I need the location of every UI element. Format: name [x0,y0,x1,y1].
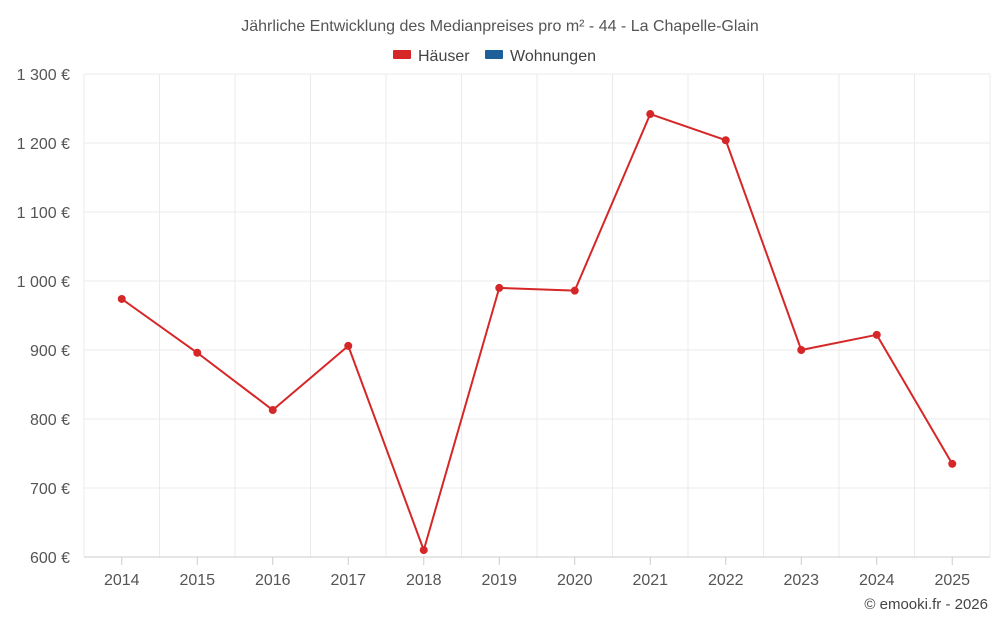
y-tick-label: 1 000 € [17,274,70,291]
series-line-haeuser [121,113,954,552]
data-point-2021[interactable] [646,110,655,119]
data-point-2019[interactable] [495,283,504,292]
data-point-2023[interactable] [797,346,806,354]
x-tick-label: 2021 [632,572,668,589]
data-point-2015[interactable] [193,348,202,357]
series-haeuser [117,110,957,555]
x-tick-label: 2022 [708,572,744,589]
y-tick-label: 800 € [30,412,70,429]
data-point-2016[interactable] [268,406,277,415]
x-tick-label: 2024 [859,572,895,589]
data-point-2025[interactable] [948,459,957,468]
x-tick-label: 2020 [557,572,593,589]
y-tick-label: 600 € [30,550,70,567]
legend-label-haeuser: Häuser [418,48,470,65]
x-axis-ticks: 2014 2015 2016 2017 2018 2019 2020 2021 2022 2023… [104,557,970,589]
x-tick-label: 2017 [330,572,366,589]
x-tick-label: 2025 [934,572,970,589]
data-point-2024[interactable] [872,330,881,339]
x-gridlines [83,74,991,557]
y-tick-label: 1 200 € [17,136,70,153]
y-axis-ticks: 600 € 700 € 800 € 900 € 1 000 € 1 100 € 1 200 … [17,67,70,567]
chart-title: Jährliche Entwicklung des Medianpreises … [241,18,759,35]
x-tick-label: 2019 [481,572,517,589]
legend-label-wohnungen: Wohnungen [510,48,596,65]
legend-item-wohnungen[interactable]: Wohnungen [485,48,596,65]
data-point-2020[interactable] [570,286,579,295]
x-tick-label: 2023 [783,572,819,589]
legend-swatch-wohnungen [485,50,503,59]
data-point-2017[interactable] [344,341,353,350]
legend: Häuser Wohnungen [393,48,596,65]
data-point-2014[interactable] [117,294,126,303]
credit-text: © emooki.fr - 2026 [864,596,988,613]
x-tick-label: 2014 [104,572,140,589]
legend-swatch-haeuser [393,50,411,59]
x-tick-label: 2016 [255,572,291,589]
y-tick-label: 700 € [30,481,70,498]
legend-item-haeuser[interactable]: Häuser [393,48,470,65]
x-tick-label: 2018 [406,572,442,589]
data-point-2022[interactable] [721,136,730,145]
y-tick-label: 1 300 € [17,67,70,84]
x-tick-label: 2015 [179,572,215,589]
y-tick-label: 900 € [30,343,70,360]
data-point-2018[interactable] [419,546,428,555]
y-tick-label: 1 100 € [17,205,70,222]
